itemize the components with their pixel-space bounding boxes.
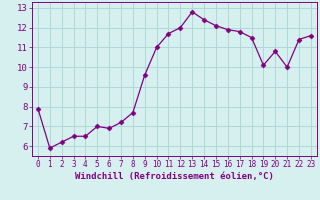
X-axis label: Windchill (Refroidissement éolien,°C): Windchill (Refroidissement éolien,°C) <box>75 172 274 181</box>
